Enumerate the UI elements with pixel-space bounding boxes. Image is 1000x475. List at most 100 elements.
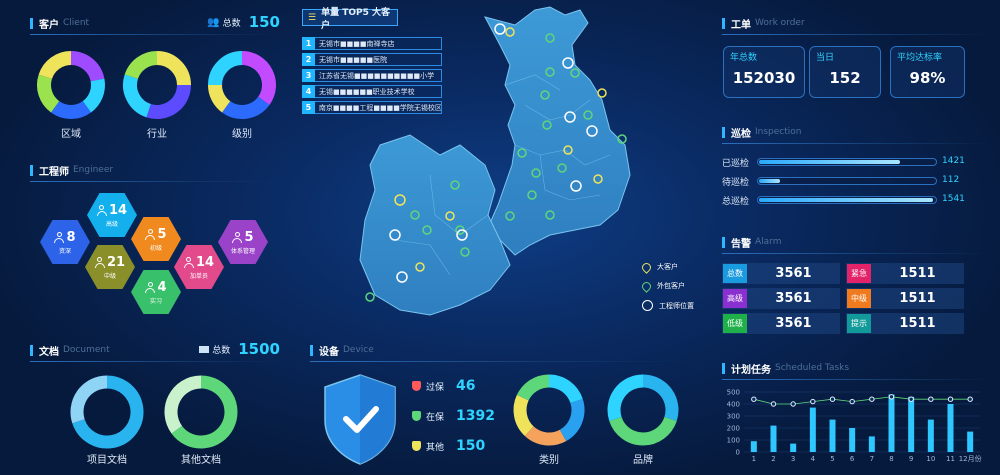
bar (790, 443, 797, 452)
x-tick-label: 7 (870, 455, 874, 463)
x-tick-label: 8 (889, 455, 893, 463)
document-donut-segment (171, 375, 238, 449)
workorder-box-today: 当日 152 (809, 46, 881, 98)
engineer-hex: 4 实习 (131, 270, 181, 314)
top5-rank: 4 (302, 85, 315, 98)
engineer-level: 资深 (58, 247, 71, 255)
device-panel: 设备 Device (310, 340, 690, 362)
device-donut-segment (609, 416, 677, 446)
bar (868, 436, 875, 452)
device-donut-segment (548, 374, 583, 404)
device-label-category: 类别 (539, 455, 559, 466)
inspection-progress-fill (759, 160, 900, 164)
engineer-level: 中级 (103, 272, 116, 280)
top5-client-name: 无锡市■■■■南禅寺店 (319, 39, 395, 48)
device-donuts (513, 374, 679, 446)
alarm-cell[interactable]: 提示 1511 (846, 313, 964, 334)
line-point (908, 396, 914, 402)
top5-client-name: 无锡市■■■■■医院 (319, 55, 388, 64)
alarm-cell[interactable]: 高级 3561 (722, 288, 840, 309)
inspection-progress-fill (759, 179, 781, 183)
line-point (967, 396, 973, 402)
map (359, 6, 631, 316)
scheduled-tasks-chart: 500 400 300 200 100 0 1 2 3 4 5 6 7 8 9 10 11 12月份 (727, 389, 982, 464)
person-icon (232, 231, 243, 243)
alarm-cell[interactable]: 紧急 1511 (846, 263, 964, 284)
client-donut-segment (241, 51, 276, 105)
alarm-tag: 紧急 (847, 264, 871, 283)
x-tick-label: 10 (926, 455, 935, 463)
top5-row[interactable]: 5 南京■■■■工程■■■■学院无锡校区 (302, 101, 442, 114)
engineer-level: 实习 (149, 297, 162, 305)
line-point (849, 398, 855, 405)
engineer-panel: 工程师 Engineer (30, 160, 282, 182)
person-icon (96, 204, 107, 216)
document-donut-segment (72, 375, 144, 449)
map-pin-icon (640, 260, 653, 274)
device-donut-segment (513, 394, 534, 436)
bar (888, 394, 895, 452)
workorder-box-rate: 平均达标率 98% (890, 46, 965, 98)
person-icon (145, 281, 156, 293)
folder-icon (199, 345, 210, 353)
device-donut-segment (607, 374, 644, 421)
x-tick-label: 3 (791, 455, 795, 463)
client-panel: 客户 Client 👥 总数 150 (30, 13, 282, 143)
x-tick-label: 2 (771, 455, 775, 463)
client-donut-segment (156, 51, 191, 86)
alarm-value: 3561 (775, 316, 812, 331)
top5-title: ☰ 单量 TOP5 大客户 (302, 8, 398, 31)
y-tick-label: 0 (736, 449, 740, 457)
x-tick-label: 9 (909, 455, 913, 463)
inspection-title: 巡检 Inspection (722, 122, 802, 142)
x-shield-icon (412, 381, 421, 391)
bar (849, 428, 856, 452)
map-pin-icon (640, 279, 653, 293)
y-tick-label: 400 (727, 401, 740, 409)
alarm-tag: 中级 (847, 289, 871, 308)
top5-row[interactable]: 1 无锡市■■■■南禅寺店 (302, 37, 442, 50)
person-icon (94, 256, 105, 268)
inspection-progress-fill (759, 198, 934, 202)
shield-graphic (324, 374, 396, 465)
engineer-level: 初级 (149, 244, 162, 252)
device-stat: 在保 1392 (412, 408, 495, 424)
line-point (751, 396, 757, 402)
bar (908, 396, 915, 452)
inspection-label: 已巡检 (722, 158, 750, 169)
inspection-label: 总巡检 (722, 196, 750, 207)
device-donut-segment (516, 374, 550, 401)
alarm-cell[interactable]: 总数 3561 (722, 263, 840, 284)
shield-icon (412, 441, 421, 451)
line-point (770, 401, 777, 407)
inspection-panel: 巡检 Inspection (722, 122, 992, 144)
engineer-location-icon (642, 300, 653, 311)
line-point (928, 396, 934, 402)
alarm-cell[interactable]: 低级 3561 (722, 313, 840, 334)
y-tick-label: 200 (727, 425, 740, 433)
engineer-level: 体系管理 (230, 247, 255, 255)
client-donut-segment (146, 84, 191, 119)
list-icon: ☰ (308, 12, 317, 23)
bar (770, 425, 777, 452)
client-donut-segment (82, 78, 105, 113)
client-title: 客户 Client (30, 13, 89, 33)
line-series (753, 396, 971, 405)
top5-row[interactable]: 4 无锡■■■■■■职业技术学校 (302, 85, 442, 98)
device-donut-segment (524, 426, 567, 446)
engineer-title: 工程师 Engineer (30, 160, 113, 180)
alarm-value: 1511 (899, 291, 936, 306)
line-point (869, 396, 875, 402)
inspection-label: 待巡检 (722, 177, 750, 188)
alarm-panel: 告警 Alarm (722, 232, 992, 254)
client-donut-segment (51, 100, 91, 119)
top5-rank: 2 (302, 53, 315, 66)
top5-client-name: 南京■■■■工程■■■■学院无锡校区 (318, 103, 441, 112)
document-label-project: 项目文档 (87, 455, 127, 466)
line-point (790, 401, 796, 407)
top5-row[interactable]: 2 无锡市■■■■■医院 (302, 53, 442, 66)
y-tick-label: 500 (727, 389, 740, 397)
alarm-cell[interactable]: 中级 1511 (846, 288, 964, 309)
client-donut-segment (123, 74, 152, 118)
top5-row[interactable]: 3 江苏省无锡■■■■■■■■■■小学 (302, 69, 442, 82)
